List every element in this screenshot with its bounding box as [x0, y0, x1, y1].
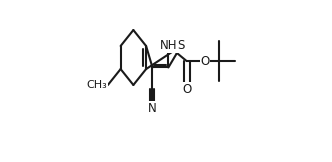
Text: N: N — [148, 102, 157, 115]
Text: O: O — [201, 55, 209, 68]
Text: CH₃: CH₃ — [86, 80, 107, 90]
Text: NH: NH — [160, 40, 177, 52]
Text: S: S — [177, 40, 185, 52]
Text: O: O — [182, 83, 191, 96]
